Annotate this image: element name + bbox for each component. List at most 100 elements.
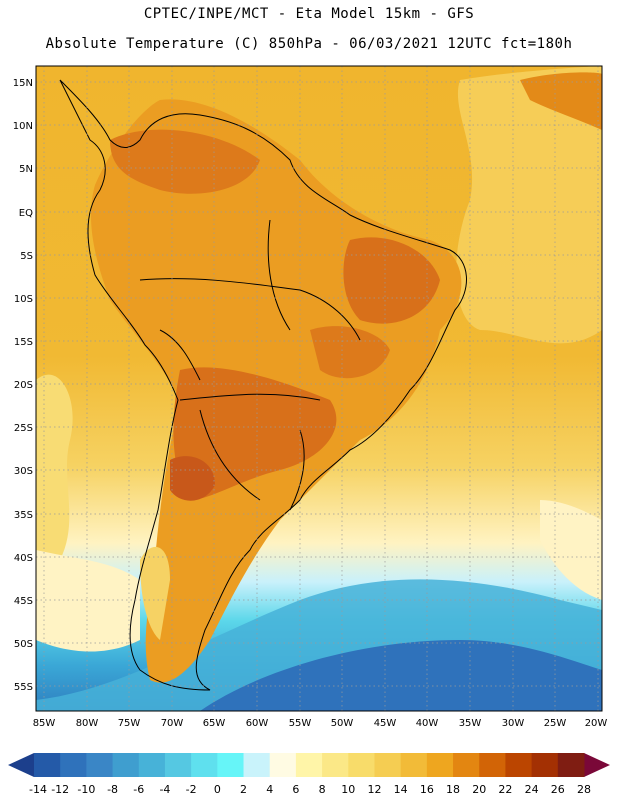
- lon-label: 55W: [289, 718, 312, 729]
- colorbar-label: 4: [266, 783, 273, 796]
- colorbar-label: 24: [525, 783, 539, 796]
- lat-label: 10S: [14, 294, 33, 305]
- title-model: CPTEC/INPE/MCT - Eta Model 15km - GFS: [143, 6, 475, 22]
- lon-label: 80W: [76, 718, 99, 729]
- lon-label: 75W: [118, 718, 141, 729]
- colorbar-label: 8: [319, 783, 326, 796]
- andes-cool-strip: [140, 546, 170, 640]
- lat-label: EQ: [19, 208, 33, 219]
- colorbar-cell: [191, 753, 218, 777]
- lon-label: 25W: [544, 718, 567, 729]
- colorbar-cell: [453, 753, 480, 777]
- lon-label: 70W: [161, 718, 184, 729]
- colorbar-min-arrow: [8, 753, 34, 777]
- hot-patch-north: [110, 129, 260, 194]
- title-field: Absolute Temperature (C) 850hPa - 06/03/…: [45, 36, 573, 52]
- colorbar-cell: [374, 753, 402, 777]
- very-cold-core: [200, 640, 602, 711]
- colorbar-cell: [34, 753, 61, 777]
- lon-label: 45W: [374, 718, 397, 729]
- colorbar-cell: [243, 753, 271, 777]
- colorbar-cell: [505, 753, 533, 777]
- border-line-5: [289, 429, 305, 511]
- colorbar-cell: [112, 753, 140, 777]
- colorbar-cell: [164, 753, 192, 777]
- colorbar-label: 28: [577, 783, 591, 796]
- lat-label: 15N: [13, 78, 33, 89]
- atlantic-hot-blob: [520, 72, 602, 130]
- colorbar-cell: [531, 753, 559, 777]
- hot-patch-argentina: [170, 456, 215, 501]
- colorbar-cell: [348, 753, 375, 777]
- colorbar-label: 26: [551, 783, 565, 796]
- colorbar-label: -8: [107, 783, 118, 796]
- colorbar-cell: [138, 753, 166, 777]
- colorbar-label: 16: [420, 783, 434, 796]
- colorbar-cell: [557, 753, 585, 777]
- lat-label: 10N: [13, 121, 33, 132]
- border-line-2: [139, 278, 361, 341]
- colorbar-cell: [426, 753, 454, 777]
- lat-label: 15S: [14, 337, 33, 348]
- colorbar-label: 10: [341, 783, 355, 796]
- colorbar: -14 -12 -10 -8 -6 -4 -2 0 2 4 6 8 10 12 14 16 18 20 22 24 26…: [8, 753, 610, 796]
- coastlines: [59, 79, 467, 691]
- lat-axis: 15N 10N 5N EQ 5S 10S 15S 20S 25S 30S 35S…: [13, 78, 33, 693]
- colorbar-label: -12: [51, 783, 69, 796]
- lon-label: 65W: [203, 718, 226, 729]
- colorbar-cell: [269, 753, 297, 777]
- colorbar-label: 2: [240, 783, 247, 796]
- lat-label: 50S: [14, 639, 33, 650]
- lat-label: 55S: [14, 682, 33, 693]
- lat-label: 40S: [14, 553, 33, 564]
- lon-label: 40W: [416, 718, 439, 729]
- colorbar-cell: [322, 753, 349, 777]
- lon-label: 60W: [246, 718, 269, 729]
- lat-label: 20S: [14, 380, 33, 391]
- colorbar-label: 14: [394, 783, 408, 796]
- pacific-cool-region: [36, 550, 140, 652]
- colorbar-label: 20: [472, 783, 486, 796]
- border-line-4: [199, 409, 261, 501]
- hot-patch-brazil: [310, 326, 390, 379]
- lat-label: 5S: [20, 251, 33, 262]
- colorbar-cell: [60, 753, 87, 777]
- colorbar-cell: [400, 753, 428, 777]
- colorbar-label: 12: [367, 783, 381, 796]
- colorbar-label: -2: [186, 783, 197, 796]
- lon-axis: 85W 80W 75W 70W 65W 60W 55W 50W 45W 40W …: [33, 718, 608, 729]
- colorbar-label: -10: [77, 783, 95, 796]
- temperature-field: [36, 66, 602, 711]
- border-line-1: [179, 393, 321, 401]
- atlantic-cool-region: [540, 500, 602, 600]
- lat-label: 45S: [14, 596, 33, 607]
- atlantic-warm-region: [456, 66, 602, 344]
- border-line-3: [267, 219, 291, 331]
- colorbar-cell: [295, 753, 323, 777]
- lat-label: 5N: [19, 164, 33, 175]
- border-line-6: [159, 329, 201, 381]
- hot-patch-northeast: [343, 237, 440, 324]
- colorbar-label: 6: [292, 783, 299, 796]
- south-america-coast: [59, 79, 467, 691]
- lon-label: 85W: [33, 718, 56, 729]
- colorbar-label: -4: [159, 783, 170, 796]
- lon-label: 50W: [331, 718, 354, 729]
- lon-label: 35W: [459, 718, 482, 729]
- lat-label: 30S: [14, 466, 33, 477]
- lat-label: 25S: [14, 423, 33, 434]
- plot-frame: [35, 65, 603, 712]
- colorbar-label: -6: [133, 783, 144, 796]
- colorbar-label: 0: [214, 783, 221, 796]
- colorbar-cell: [217, 753, 245, 777]
- lon-label: 20W: [585, 718, 608, 729]
- colorbar-label: 18: [446, 783, 460, 796]
- colorbar-max-arrow: [584, 753, 610, 777]
- colorbar-cell: [86, 753, 114, 777]
- colorbar-label: 22: [498, 783, 512, 796]
- lat-label: 35S: [14, 510, 33, 521]
- colorbar-label: -14: [29, 783, 47, 796]
- colorbar-cell: [479, 753, 506, 777]
- lon-label: 30W: [502, 718, 525, 729]
